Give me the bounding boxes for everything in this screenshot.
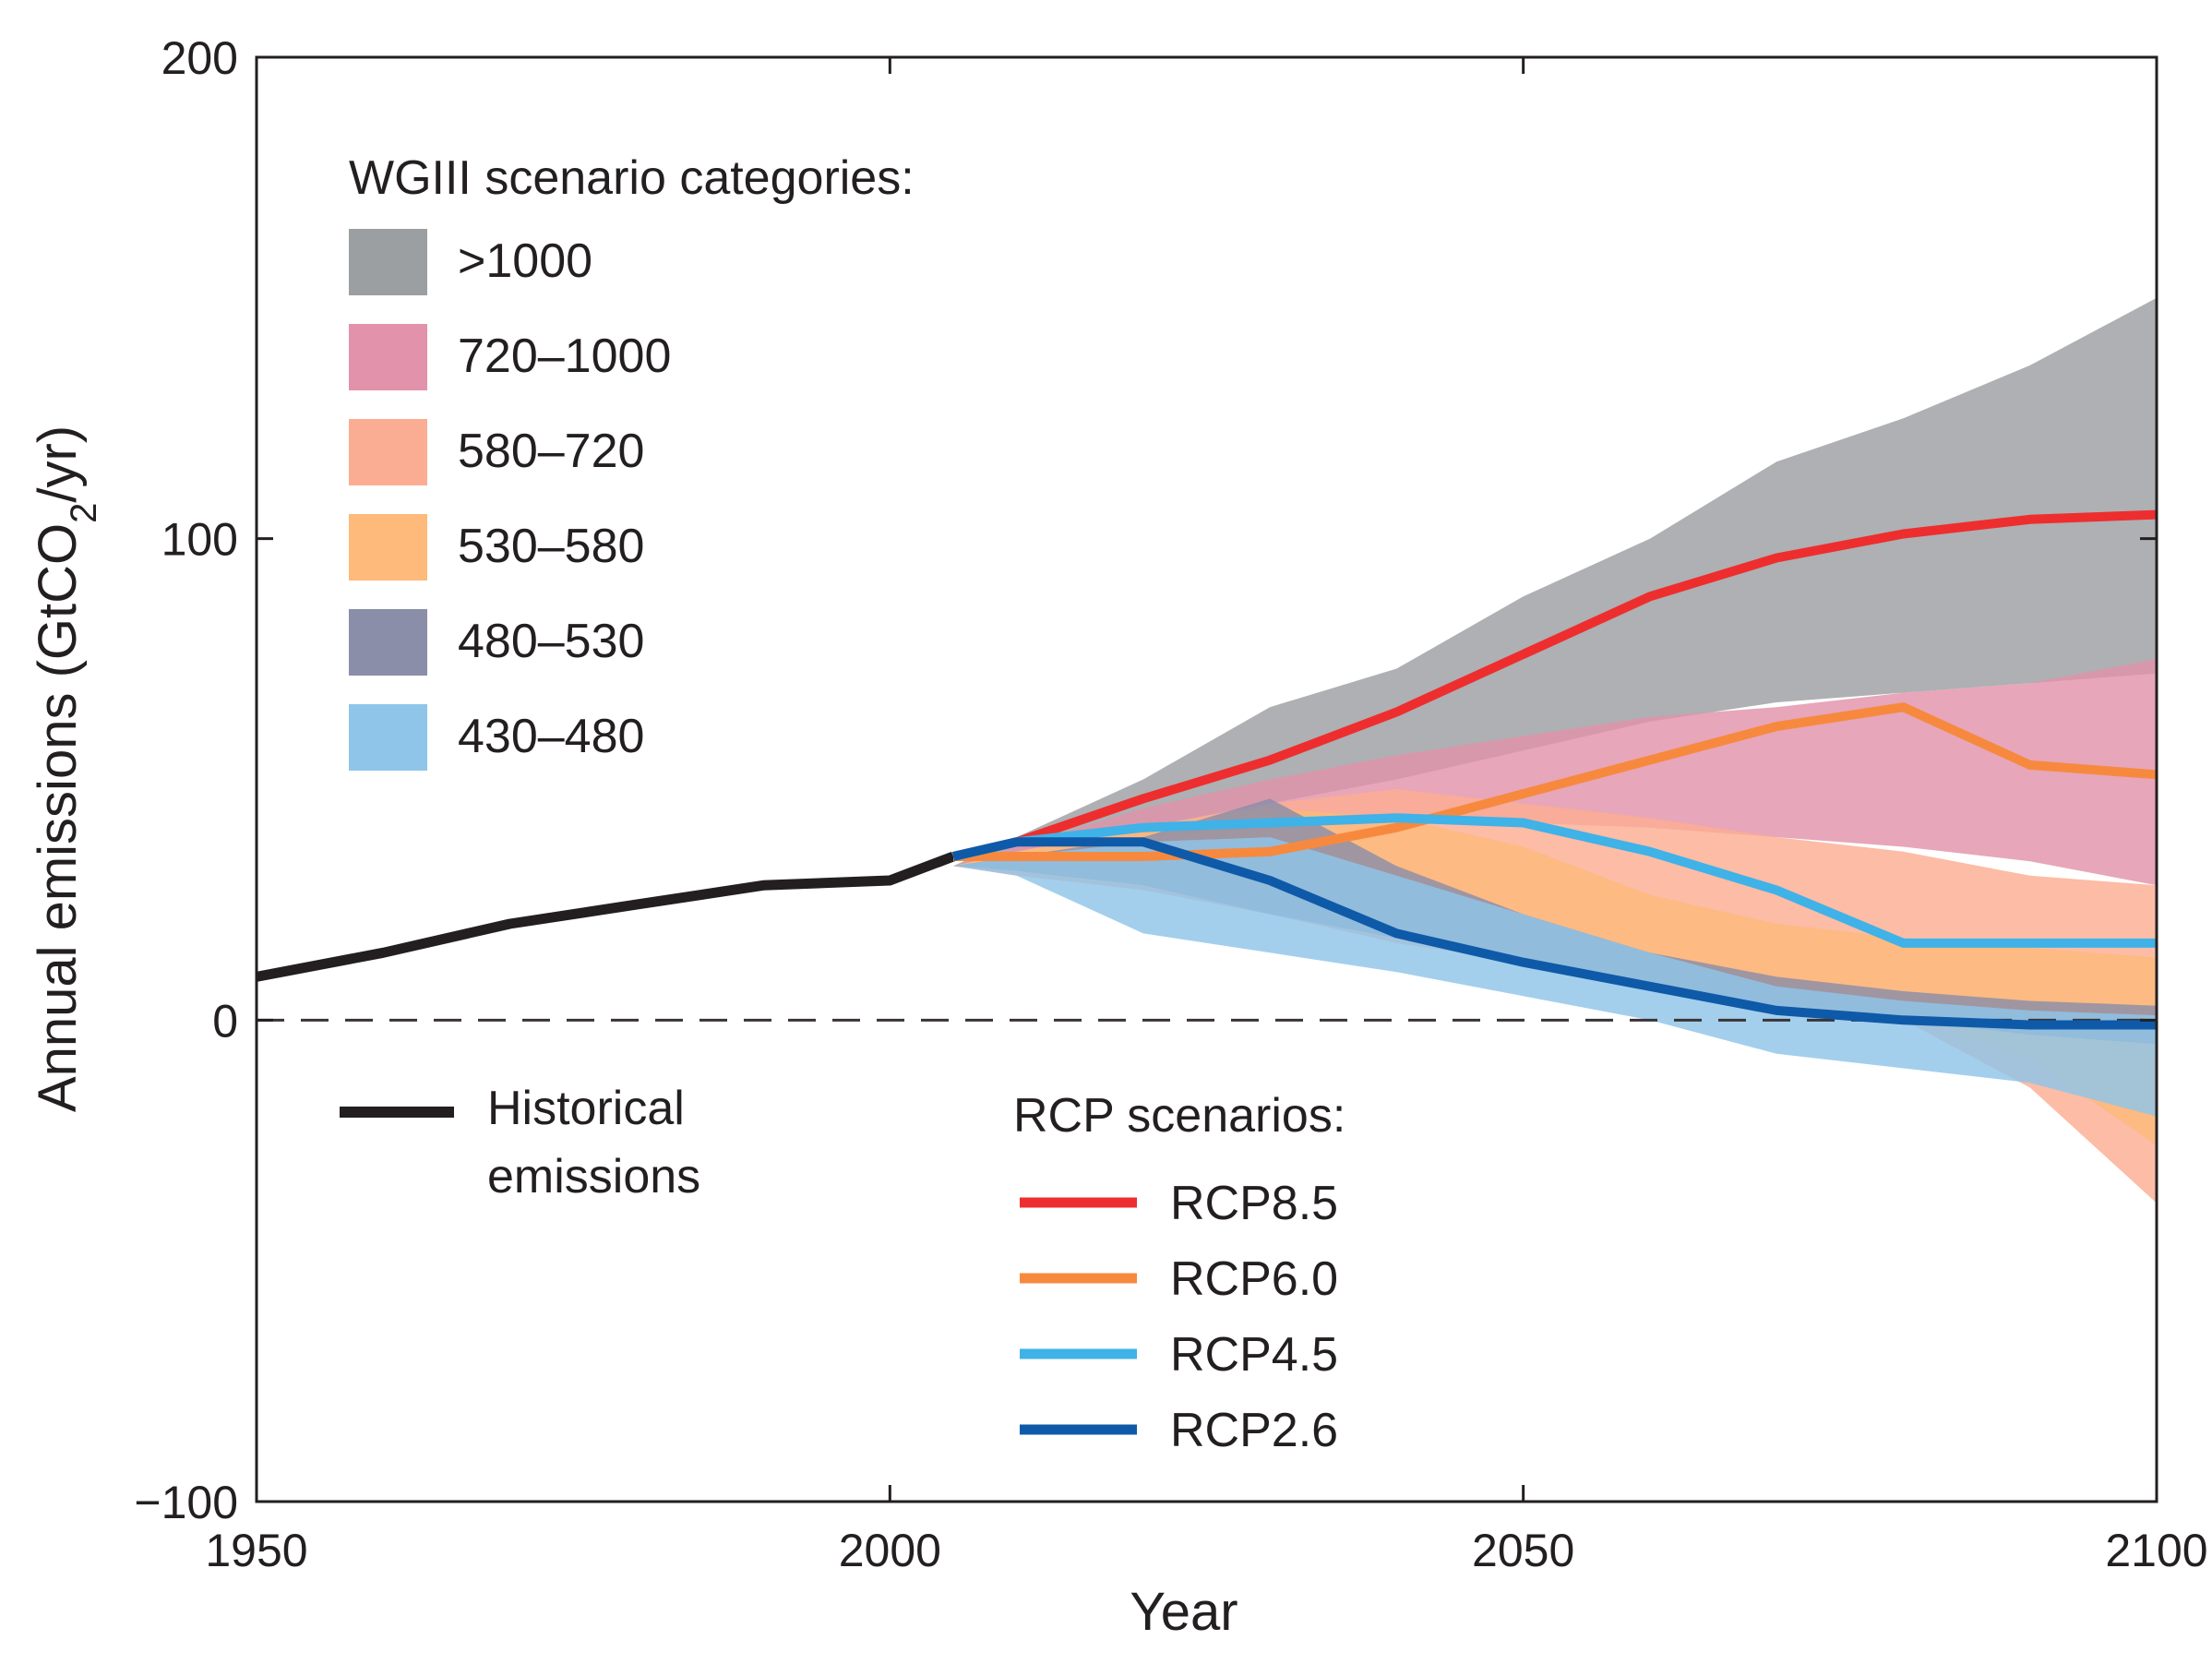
legend-label-rcp8-5: RCP8.5 — [1170, 1177, 1338, 1230]
x-tick-label: 1950 — [205, 1525, 307, 1576]
y-tick-label: 200 — [161, 32, 238, 84]
x-axis-title: Year — [1130, 1582, 1238, 1642]
axes: 1950 2000 2050 2100 −100 0 100 200 — [134, 32, 2207, 1576]
legend-historical-label-line2: emissions — [487, 1150, 700, 1203]
line-rcp2-6 — [951, 837, 2157, 1030]
legend-rcp-title: RCP scenarios: — [1013, 1089, 1345, 1143]
legend-swatch-580-720 — [349, 419, 427, 485]
y-axis-title: Annual emissions (GtCO2/yr) — [28, 425, 104, 1112]
legend: >1000 720–1000 580–720 530–580 480–530 430–48… — [349, 229, 1338, 1457]
legend-label-430-480: 430–480 — [458, 710, 644, 763]
legend-label-530-580: 530–580 — [458, 520, 644, 573]
legend-swatch-480-530 — [349, 609, 427, 676]
x-tick-label: 2000 — [839, 1525, 941, 1576]
category-bands — [953, 297, 2157, 1203]
plot-frame — [255, 55, 2158, 1503]
legend-swatch-430-480 — [349, 704, 427, 771]
y-tick-label: 0 — [212, 995, 238, 1047]
legend-label-rcp6-0: RCP6.0 — [1170, 1252, 1338, 1306]
y-tick-label: −100 — [134, 1477, 238, 1528]
legend-label-480-530: 480–530 — [458, 615, 644, 668]
band-1000 — [953, 297, 2157, 867]
y-tick-label: 100 — [161, 514, 238, 566]
legend-categories-title: WGIII scenario categories: — [349, 151, 915, 205]
legend-label-rcp4-5: RCP4.5 — [1170, 1328, 1338, 1382]
legend-swatch-530-580 — [349, 514, 427, 581]
y-axis-title-suffix: /yr) — [28, 425, 88, 503]
legend-label-580-720: 580–720 — [458, 425, 644, 478]
x-tick-label: 2050 — [1472, 1525, 1574, 1576]
legend-swatch-720-1000 — [349, 324, 427, 390]
legend-label-rcp2-6: RCP2.6 — [1170, 1404, 1338, 1457]
y-axis-title-main: Annual emissions (GtCO — [28, 523, 88, 1112]
line-rcp8-5 — [951, 509, 2158, 861]
legend-historical-label-line1: Historical — [487, 1082, 685, 1135]
band-430-480 — [953, 837, 2157, 1117]
legend-label-720-1000: 720–1000 — [458, 329, 671, 383]
legend-swatch-1000 — [349, 229, 427, 295]
x-tick-label: 2100 — [2105, 1525, 2207, 1576]
line-rcp4-5 — [951, 813, 2157, 948]
scenario-lines — [255, 509, 2158, 1030]
y-axis-title-subscript: 2 — [64, 503, 104, 523]
line-historical-emissions — [255, 851, 955, 982]
line-rcp6-0 — [953, 702, 2158, 861]
legend-label-1000: >1000 — [458, 234, 592, 288]
